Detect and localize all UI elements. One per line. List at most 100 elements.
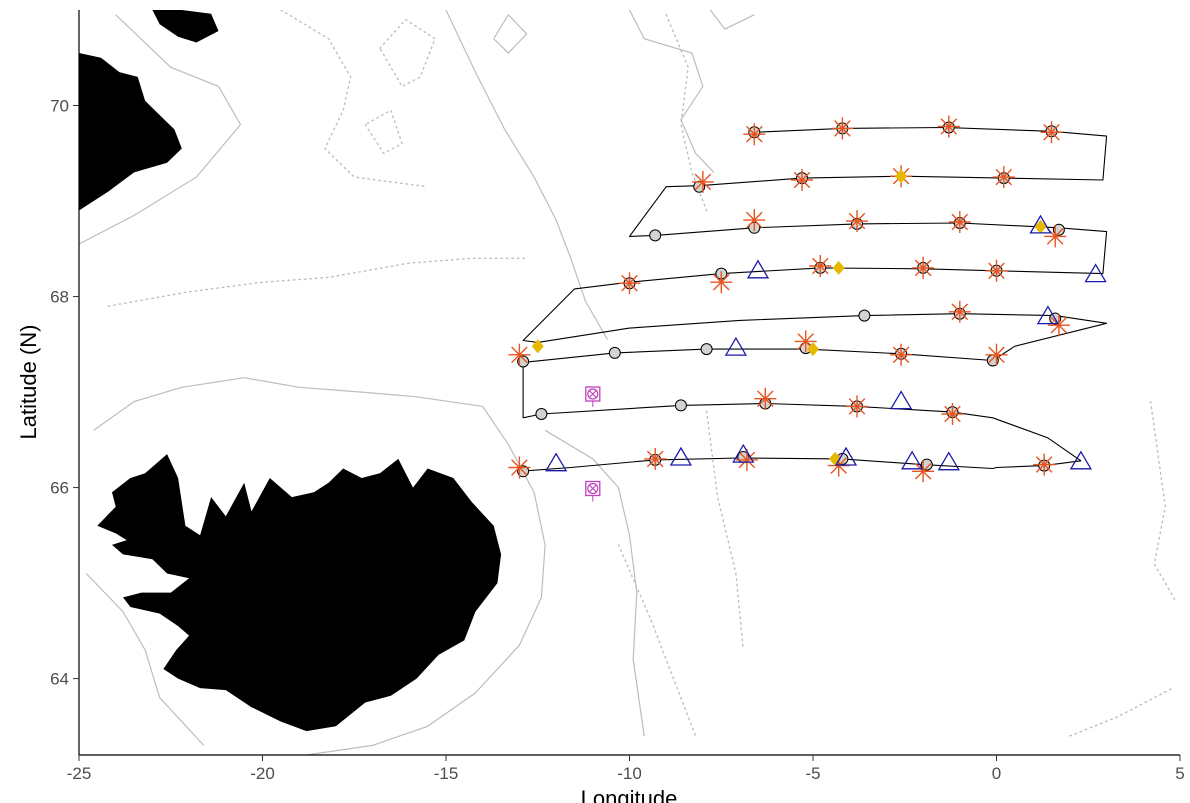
- y-tick-label: 70: [50, 97, 69, 116]
- x-tick-label: 0: [992, 764, 1001, 783]
- triangle-marker: [937, 451, 960, 471]
- asterisk-marker: [743, 123, 766, 146]
- contour-line-dotted: [1149, 400, 1178, 603]
- contour-line-dotted: [617, 544, 697, 737]
- asterisk-marker: [791, 169, 813, 191]
- asterisk-marker: [508, 456, 531, 479]
- y-tick-label: 66: [50, 479, 69, 498]
- contour-line-solid: [445, 10, 609, 340]
- contour-line-dotted: [107, 257, 528, 307]
- boxed-x-cross: [588, 484, 598, 493]
- triangle-marker: [724, 336, 748, 356]
- asterisk-marker: [937, 115, 960, 138]
- triangle-marker: [900, 450, 924, 470]
- triangle-marker: [1069, 450, 1093, 470]
- station-circle: [674, 399, 687, 412]
- station-circle: [535, 408, 548, 420]
- x-tick-label: -15: [434, 764, 459, 783]
- station-circle: [608, 346, 621, 359]
- x-axis-title: Longitude: [581, 786, 678, 803]
- station-circle: [1052, 223, 1065, 236]
- asterisk-marker: [794, 330, 817, 353]
- asterisk-marker: [743, 209, 766, 232]
- station-circle: [649, 229, 662, 242]
- station-circle: [700, 343, 713, 356]
- station-circle: [858, 309, 871, 322]
- y-tick-label: 64: [50, 670, 69, 689]
- contour-line-solid: [544, 429, 645, 736]
- diamond-marker: [895, 169, 908, 184]
- diamond-marker: [832, 260, 845, 275]
- station-circle: [517, 355, 530, 368]
- asterisk-marker: [846, 210, 868, 233]
- triangle-marker: [834, 446, 858, 466]
- triangle-marker: [1036, 305, 1060, 325]
- asterisk-marker: [809, 255, 832, 277]
- boxed-x-circle: [587, 482, 599, 495]
- asterisk-marker: [912, 460, 935, 483]
- northern-landmass: [152, 10, 219, 43]
- triangle-marker: [1029, 214, 1052, 234]
- triangle-marker: [889, 390, 913, 410]
- contour-line-dotted: [364, 109, 403, 155]
- asterisk-marker: [754, 387, 777, 410]
- asterisk-marker: [644, 447, 667, 470]
- y-axis-title: Latitude (N): [16, 325, 41, 440]
- contour-line-solid: [709, 10, 755, 30]
- asterisk-marker: [985, 259, 1008, 282]
- contour-line-dotted: [705, 410, 744, 651]
- y-tick-label: 68: [50, 288, 69, 307]
- triangle-marker: [544, 452, 568, 472]
- contour-line-solid: [85, 573, 205, 746]
- bathymetry-contours: [79, 10, 1178, 755]
- asterisk-marker: [1044, 225, 1067, 248]
- axes-ticks: -25 -20 -15 -10 -5 0 5 64 66 68 70: [50, 97, 1185, 783]
- triangle-marker: [669, 446, 693, 466]
- boxed-x-marker: [585, 480, 601, 502]
- asterisk-marker: [941, 403, 964, 425]
- triangle-marker: [1084, 263, 1107, 283]
- asterisk-marker: [912, 256, 935, 279]
- contour-line-solid: [79, 14, 242, 245]
- boxed-x-cross: [588, 389, 598, 399]
- greenland-coast: [79, 53, 182, 211]
- map-layers: [79, 10, 1178, 755]
- asterisk-marker: [691, 170, 714, 193]
- asterisk-marker: [948, 211, 971, 233]
- x-tick-label: -10: [617, 764, 642, 783]
- asterisk-marker: [735, 448, 758, 471]
- boxed-x-marker: [585, 386, 601, 407]
- station-circle: [920, 458, 933, 471]
- asterisk-marker: [508, 343, 531, 366]
- contour-line-dotted: [280, 10, 429, 188]
- contour-line-solid: [93, 377, 546, 755]
- x-tick-label: -5: [805, 764, 820, 783]
- contour-line-dotted: [1069, 687, 1174, 737]
- land-masses: [79, 10, 502, 732]
- asterisk-marker: [992, 166, 1015, 189]
- contour-line-solid: [628, 10, 715, 173]
- survey-track: [519, 126, 1108, 472]
- contour-line-dotted: [379, 18, 436, 88]
- asterisk-marker: [948, 300, 971, 323]
- asterisk-marker: [618, 272, 641, 295]
- asterisk-marker: [710, 271, 733, 294]
- diamond-marker: [531, 339, 544, 354]
- x-tick-label: 5: [1175, 764, 1184, 783]
- asterisk-marker: [1040, 121, 1063, 144]
- survey-track-layer: [519, 126, 1108, 472]
- triangle-marker: [732, 443, 755, 463]
- boxed-x-circle: [587, 388, 599, 400]
- asterisk-marker: [890, 343, 913, 366]
- asterisk-marker: [1033, 453, 1056, 476]
- triangle-marker: [746, 259, 770, 279]
- station-markers: [508, 115, 1107, 502]
- asterisk-marker: [831, 117, 854, 140]
- x-tick-label: -25: [67, 764, 92, 783]
- asterisk-marker: [1047, 314, 1070, 337]
- diamond-marker: [807, 342, 819, 357]
- asterisk-marker: [985, 343, 1008, 366]
- contour-line-solid: [493, 13, 528, 54]
- diamond-marker: [1034, 219, 1047, 234]
